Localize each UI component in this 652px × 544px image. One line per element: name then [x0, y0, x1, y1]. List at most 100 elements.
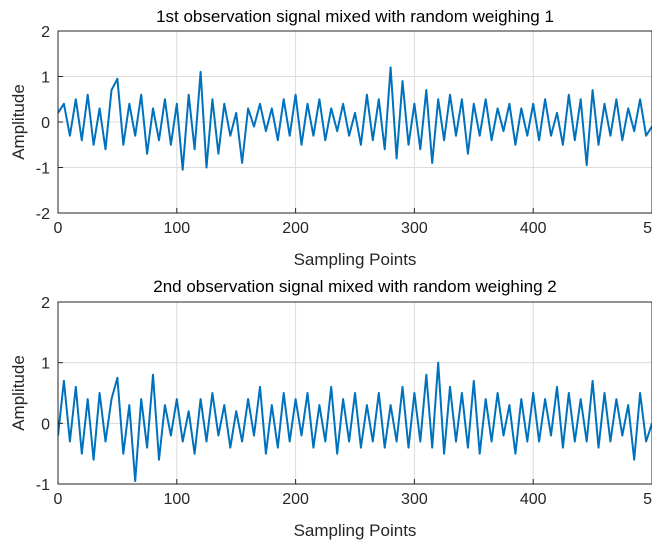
signal-point — [110, 398, 113, 400]
signal-point — [176, 103, 178, 105]
signal-point — [473, 103, 475, 105]
signal-point — [63, 103, 65, 105]
x-tick-label: 100 — [163, 220, 190, 237]
signal-point — [229, 446, 232, 449]
subplot-1-ticks: 0 100 200 300 400 50 -2 -1 0 1 2 — [36, 24, 652, 237]
signal-point — [579, 398, 582, 400]
signal-point — [81, 452, 83, 455]
signal-point — [259, 103, 261, 105]
subplot-1: 1st observation signal mixed with random… — [9, 7, 652, 269]
signal-point — [378, 98, 380, 101]
signal-point — [431, 446, 434, 449]
signal-point — [247, 107, 249, 110]
signal-point — [520, 398, 523, 400]
signal-point — [645, 440, 647, 443]
signal-point — [122, 452, 125, 455]
y-tick-label: -1 — [36, 161, 50, 178]
signal-point — [288, 134, 291, 137]
signal-point — [401, 80, 404, 82]
signal-point — [443, 452, 445, 455]
signal-point — [597, 446, 600, 449]
signal-point — [431, 162, 434, 164]
signal-point — [170, 144, 172, 146]
signal-point — [158, 458, 160, 461]
signal-point — [146, 446, 148, 449]
x-tick-label: 400 — [520, 491, 547, 508]
signal-point — [330, 107, 333, 110]
signal-point — [574, 139, 576, 141]
signal-point — [478, 134, 481, 137]
signal-point — [92, 144, 95, 146]
signal-point — [562, 144, 564, 146]
signal-point — [187, 410, 190, 413]
signal-point — [98, 107, 101, 110]
signal-point — [271, 404, 273, 406]
signal-point — [294, 398, 297, 400]
signal-point — [585, 164, 588, 166]
x-tick-label: 200 — [282, 491, 309, 508]
signal-point — [383, 446, 386, 449]
signal-point — [437, 361, 440, 364]
signal-point — [348, 134, 350, 137]
signal-point — [425, 89, 428, 91]
signal-point — [413, 103, 416, 105]
signal-point — [461, 392, 463, 394]
y-tick-label: 1 — [41, 70, 50, 87]
signal-point — [282, 392, 285, 394]
signal-point — [544, 98, 546, 101]
signal-point — [336, 130, 339, 132]
y-tick-label: 2 — [41, 295, 50, 312]
x-tick-label: 300 — [401, 491, 428, 508]
signal-point — [288, 440, 291, 443]
signal-point — [116, 78, 119, 80]
signal-point — [514, 452, 517, 455]
signal-point — [597, 144, 600, 146]
signal-point — [627, 107, 629, 110]
signal-point — [277, 139, 279, 141]
signal-point — [247, 398, 249, 400]
signal-point — [556, 386, 558, 388]
signal-point — [241, 440, 243, 443]
signal-point — [550, 134, 552, 137]
signal-point — [538, 139, 540, 141]
signal-point — [449, 386, 451, 388]
signal-point — [621, 139, 624, 141]
signal-point — [229, 134, 232, 137]
signal-point — [526, 440, 529, 443]
signal-point — [615, 398, 618, 400]
signal-point — [86, 398, 89, 400]
signal-point — [526, 134, 529, 137]
signal-point — [490, 139, 493, 141]
signal-point — [508, 404, 511, 406]
signal-point — [556, 112, 558, 114]
signal-point — [520, 107, 523, 110]
signal-line — [58, 361, 652, 482]
signal-point — [627, 404, 629, 406]
signal-point — [92, 458, 95, 461]
signal-point — [104, 440, 107, 443]
signal-point — [437, 98, 440, 101]
signal-point — [372, 440, 374, 443]
x-tick-label: 0 — [54, 220, 63, 237]
signal-point — [312, 134, 315, 137]
signal-point — [538, 440, 540, 443]
signal-point — [140, 93, 142, 96]
signal-point — [282, 98, 285, 101]
signal-point — [603, 392, 606, 394]
signal-point — [478, 452, 481, 455]
signal-point — [128, 404, 131, 406]
x-tick-label: 300 — [401, 220, 428, 237]
signal-point — [205, 166, 208, 169]
x-tick-label: 50 — [643, 491, 652, 508]
x-tick-label: 0 — [54, 491, 63, 508]
x-tick-label: 100 — [163, 491, 190, 508]
signal-point — [217, 434, 220, 437]
y-tick-label: 0 — [41, 416, 50, 433]
signal-point — [633, 458, 635, 461]
signal-point — [330, 386, 333, 388]
subplot-2-title: 2nd observation signal mixed with random… — [153, 277, 557, 296]
signal-point — [294, 93, 297, 96]
signal-point — [568, 392, 570, 394]
subplot-2-xlabel: Sampling Points — [294, 521, 417, 540]
